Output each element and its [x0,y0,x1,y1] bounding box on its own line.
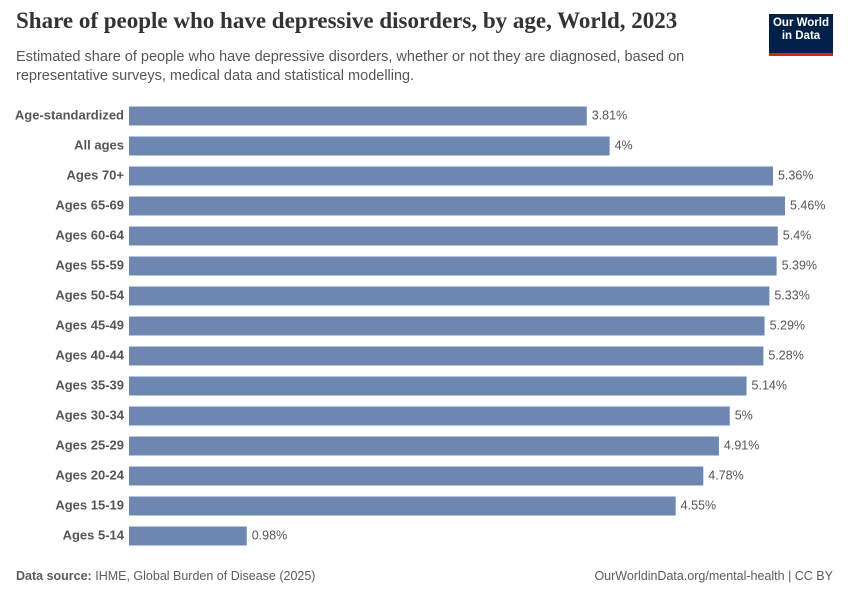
chart-title: Share of people who have depressive diso… [16,8,678,33]
value-label: 5.14% [752,378,787,392]
value-label: 4.78% [708,468,743,482]
category-label: Ages 5-14 [63,527,125,542]
category-label: Ages 55-59 [55,257,124,272]
category-label: Age-standardized [15,107,124,122]
category-label: Ages 45-49 [55,317,124,332]
value-label: 5.46% [790,198,825,212]
bar [129,196,785,216]
category-label: Ages 15-19 [55,497,124,512]
bar [129,346,764,366]
category-label: Ages 70+ [67,167,125,182]
bar [129,166,773,186]
footer: Data source: IHME, Global Burden of Dise… [16,569,833,583]
source-label: Data source: [16,569,92,583]
category-label: Ages 50-54 [55,287,124,302]
source: Data source: IHME, Global Burden of Dise… [16,569,315,583]
value-label: 5.28% [768,348,803,362]
value-label: 4% [615,138,633,152]
category-label: Ages 35-39 [55,377,124,392]
bar [129,376,747,396]
logo-line: Our World [772,17,829,29]
logo-line: in Data [781,30,821,42]
bar [129,256,777,276]
category-label: Ages 40-44 [55,347,124,362]
bar [129,436,719,456]
logo[interactable]: Our World in Data [769,14,833,56]
bar [129,226,778,246]
source-text: IHME, Global Burden of Disease (2025) [95,569,316,583]
bar [129,526,247,546]
bar [129,496,676,516]
category-label: All ages [74,137,124,152]
value-label: 5.29% [770,318,805,332]
bar [129,136,610,156]
bar [129,406,730,426]
bar [129,466,704,486]
category-label: Ages 30-34 [55,407,124,422]
value-label: 4.91% [724,438,759,452]
category-label: Ages 20-24 [55,467,124,482]
value-label: 5.36% [778,168,813,182]
chart-subtitle: Estimated share of people who have depre… [16,49,685,84]
category-label: Ages 65-69 [55,197,124,212]
bar [129,316,765,336]
bar [129,286,770,306]
bar [129,106,587,126]
value-label: 5.4% [783,228,812,242]
category-label: Ages 60-64 [55,227,124,242]
category-label: Ages 25-29 [55,437,124,452]
link[interactable]: OurWorldinData.org/mental-health | CC BY [594,569,833,583]
value-label: 5% [735,408,753,422]
value-label: 5.33% [774,288,809,302]
value-label: 3.81% [592,108,627,122]
value-label: 0.98% [252,528,287,542]
value-label: 4.55% [681,498,716,512]
value-label: 5.39% [782,258,817,272]
chart: Age-standardized 3.81% All ages 4% Ages 70+ 5… [15,106,825,546]
